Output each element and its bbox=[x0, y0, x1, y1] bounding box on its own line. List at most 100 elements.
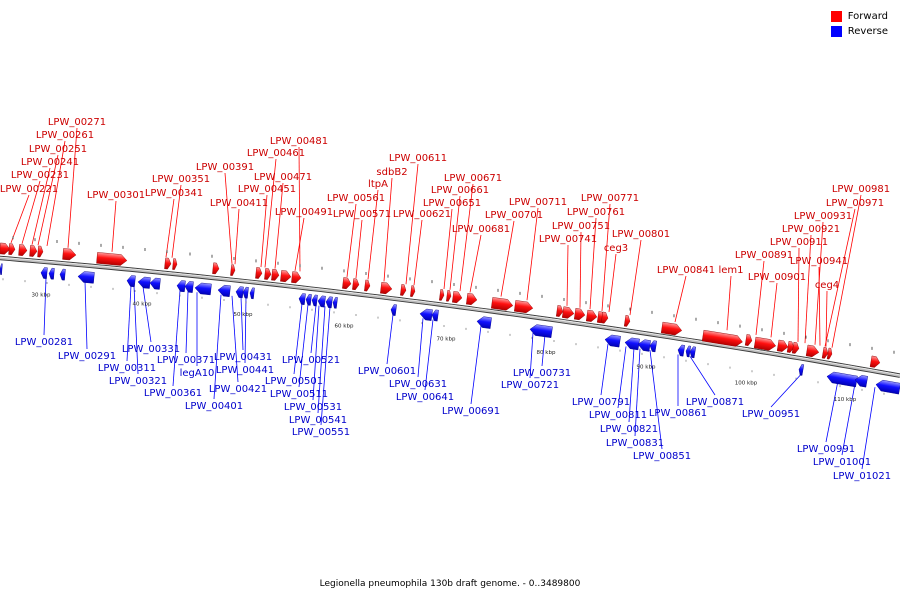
forward-leader bbox=[355, 219, 363, 279]
reverse-gene-19 bbox=[325, 296, 333, 309]
forward-leader bbox=[294, 217, 305, 271]
reverse-gene-label: LPW_00281 bbox=[15, 337, 73, 348]
forward-gene-38 bbox=[753, 336, 777, 351]
forward-gene-10 bbox=[230, 264, 236, 276]
reverse-gene-label: LPW_00791 bbox=[572, 397, 630, 408]
forward-gene-label: LPW_00841 bbox=[657, 265, 715, 276]
reverse-leader bbox=[417, 318, 424, 378]
reverse-leader bbox=[770, 374, 802, 408]
forward-gene-label: LPW_00751 bbox=[552, 221, 610, 232]
forward-gene-18 bbox=[364, 279, 371, 292]
forward-leader bbox=[383, 177, 393, 282]
scale-label: 110 kbp bbox=[834, 397, 857, 403]
forward-leader bbox=[443, 208, 453, 290]
forward-leader bbox=[67, 127, 78, 248]
legend: Forward Reverse bbox=[830, 9, 888, 39]
forward-gene-label: LPW_00941 bbox=[790, 256, 848, 267]
reverse-leader bbox=[185, 291, 189, 354]
reverse-leader bbox=[126, 285, 132, 362]
reverse-leader bbox=[213, 294, 222, 400]
reverse-leader bbox=[172, 290, 181, 387]
forward-leader bbox=[566, 244, 569, 306]
scale-label: 60 kbp bbox=[335, 324, 354, 330]
reverse-gene-label: LPW_00691 bbox=[442, 406, 500, 417]
forward-leader bbox=[367, 189, 379, 280]
reverse-gene-23 bbox=[431, 309, 439, 322]
forward-gene-40 bbox=[786, 341, 795, 353]
forward-gene-label: LPW_00491 bbox=[275, 207, 333, 218]
forward-leader bbox=[10, 194, 30, 244]
forward-leader bbox=[818, 266, 821, 346]
forward-gene-44 bbox=[826, 347, 833, 360]
reverse-gene-31 bbox=[685, 345, 692, 358]
forward-gene-label: LPW_00451 bbox=[238, 184, 296, 195]
reverse-gene-label: LPW_00871 bbox=[686, 397, 744, 408]
reverse-gene-22 bbox=[419, 308, 433, 321]
reverse-leader bbox=[240, 296, 244, 351]
reverse-gene-label: LPW_00531 bbox=[284, 402, 342, 413]
forward-gene-35 bbox=[660, 321, 683, 336]
reverse-leader bbox=[634, 348, 641, 437]
reverse-gene-label: LPW_00731 bbox=[513, 368, 571, 379]
reverse-gene-34 bbox=[826, 371, 858, 388]
reverse-gene-9 bbox=[184, 281, 194, 293]
reverse-gene-label: LPW_00501 bbox=[265, 376, 323, 387]
reverse-gene-label: LPW_01001 bbox=[813, 457, 871, 468]
forward-gene-15 bbox=[291, 271, 302, 284]
forward-leader bbox=[21, 180, 41, 244]
forward-gene-25 bbox=[466, 293, 478, 306]
forward-leader bbox=[825, 290, 828, 347]
forward-leader bbox=[770, 282, 778, 338]
reverse-leader bbox=[133, 285, 139, 375]
forward-gene-2 bbox=[18, 244, 28, 256]
forward-gene-label: LPW_00901 bbox=[748, 272, 806, 283]
forward-leader bbox=[449, 195, 461, 290]
reverse-gene-14 bbox=[249, 287, 255, 300]
forward-gene-12 bbox=[264, 268, 272, 280]
forward-gene-label: LPW_00231 bbox=[11, 170, 69, 181]
forward-leader bbox=[589, 217, 597, 310]
reverse-gene-label: LPW_01021 bbox=[833, 471, 891, 482]
forward-gene-41 bbox=[791, 341, 800, 354]
forward-gene-6 bbox=[96, 252, 128, 266]
forward-gene-label: LPW_00251 bbox=[29, 144, 87, 155]
forward-gene-label: LPW_00651 bbox=[423, 198, 481, 209]
forward-gene-9 bbox=[212, 262, 220, 275]
forward-gene-label: LPW_00971 bbox=[826, 198, 884, 209]
reverse-gene-4 bbox=[77, 271, 95, 284]
forward-gene-label: LPW_00461 bbox=[247, 148, 305, 159]
forward-gene-label: LPW_00621 bbox=[393, 209, 451, 220]
reverse-gene-2 bbox=[48, 267, 55, 280]
forward-gene-7 bbox=[164, 257, 172, 270]
forward-leader bbox=[31, 167, 51, 245]
reverse-gene-label: LPW_00541 bbox=[289, 415, 347, 426]
reverse-gene-label: LPW_00811 bbox=[589, 410, 647, 421]
forward-gene-34 bbox=[623, 315, 631, 327]
legend-forward-label: Forward bbox=[847, 11, 888, 22]
backbone-highlight bbox=[0, 256, 900, 376]
forward-gene-label: LPW_00481 bbox=[270, 136, 328, 147]
forward-gene-3 bbox=[29, 245, 38, 257]
reverse-leader bbox=[649, 350, 663, 450]
reverse-gene-3 bbox=[59, 268, 66, 281]
scale-label: 30 kbp bbox=[32, 292, 51, 298]
forward-leader bbox=[608, 253, 617, 313]
forward-leader bbox=[171, 184, 182, 258]
forward-gene-label: LPW_00761 bbox=[567, 207, 625, 218]
scale-label: 100 kbp bbox=[735, 380, 758, 386]
forward-gene-label: LPW_00671 bbox=[444, 173, 502, 184]
forward-gene-26 bbox=[491, 297, 514, 311]
forward-leader bbox=[526, 207, 539, 301]
reverse-gene-label: LPW_00551 bbox=[292, 427, 350, 438]
reverse-gene-24 bbox=[476, 316, 492, 329]
forward-gene-22 bbox=[439, 289, 445, 301]
reverse-gene-33 bbox=[798, 364, 805, 376]
reverse-leader bbox=[861, 387, 876, 470]
reverse-gene-36 bbox=[875, 379, 900, 395]
forward-leader bbox=[629, 239, 642, 316]
scale-label: 40 kbp bbox=[133, 302, 152, 308]
forward-gene-label: LPW_00351 bbox=[152, 174, 210, 185]
forward-leader bbox=[346, 203, 357, 277]
forward-leader bbox=[469, 234, 482, 293]
